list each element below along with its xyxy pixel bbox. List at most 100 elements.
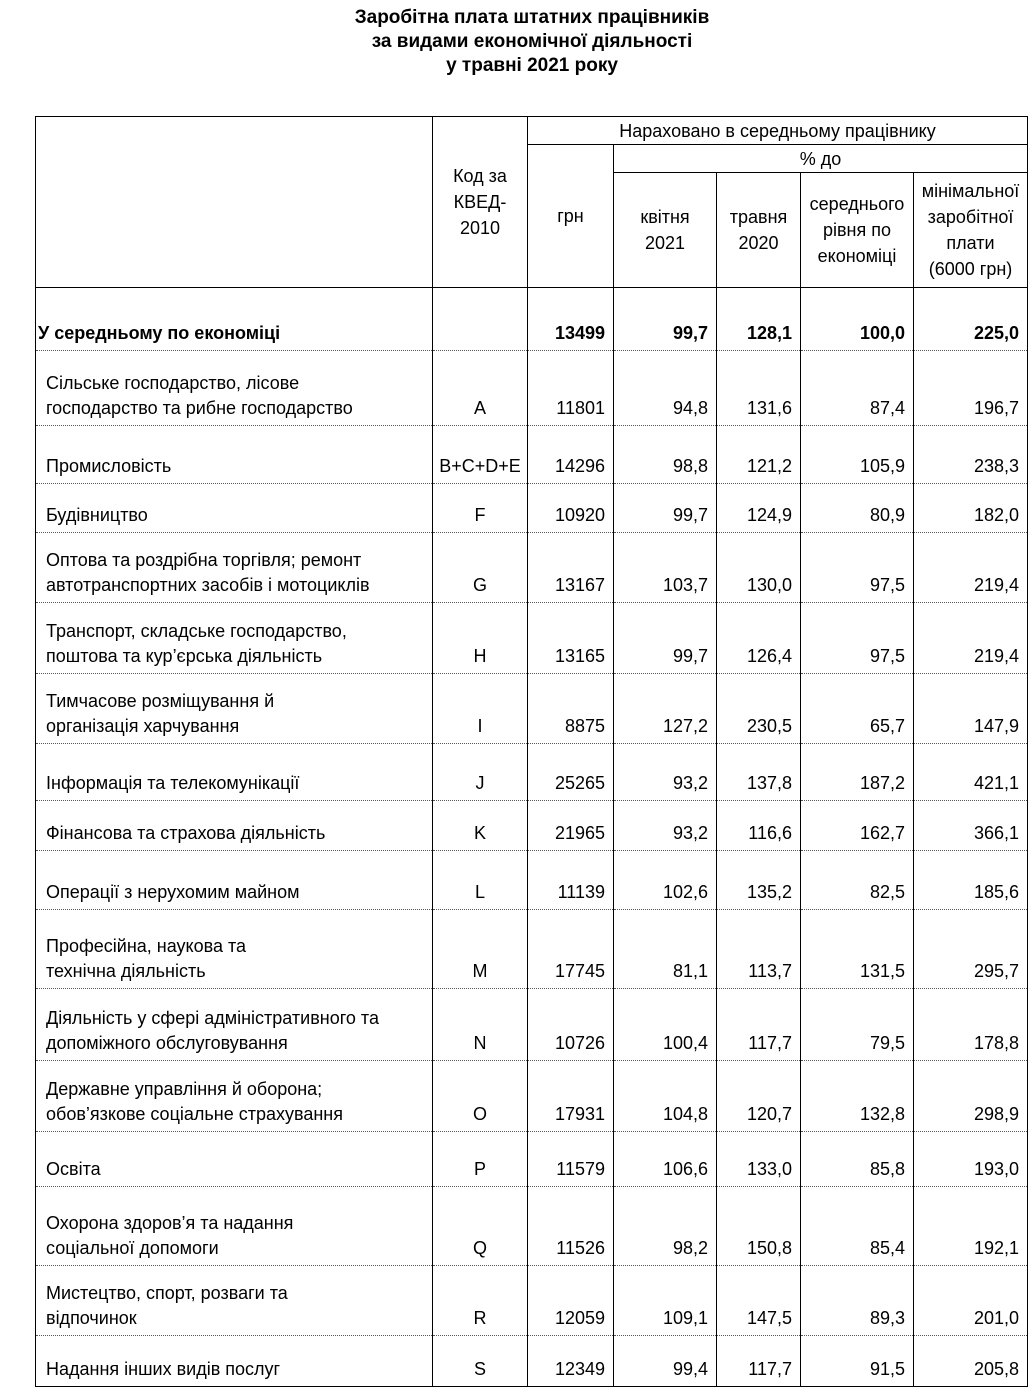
text-line: У середньому по економіці — [38, 323, 281, 343]
text-line: Код за — [453, 166, 507, 186]
value-cell: 109,1 — [613, 1265, 717, 1336]
header-column: квітня 2021 — [613, 172, 717, 288]
value-cell: 238,3 — [912, 425, 1029, 484]
text-line: травня — [729, 207, 788, 227]
value-cell: 421,1 — [912, 743, 1029, 801]
text-line: поштова та кур’єрська діяльність — [46, 646, 323, 666]
text-line: 2021 — [644, 233, 686, 253]
value-cell: 100,4 — [613, 988, 717, 1061]
value-cell: 99,7 — [613, 602, 717, 674]
value-cell: 14296 — [527, 425, 614, 484]
text-line: плати — [946, 233, 995, 253]
activity-name: Державне управління й оборона; обов’язков… — [35, 1060, 433, 1132]
code-cell: A — [432, 350, 528, 426]
activity-name: Надання інших видів послуг — [35, 1335, 433, 1387]
text-line: Державне управління й оборона; — [46, 1079, 323, 1099]
value-cell: 13167 — [527, 532, 614, 603]
code-cell: R — [432, 1265, 528, 1336]
value-cell: 17931 — [527, 1060, 614, 1132]
value-cell: 127,2 — [613, 673, 717, 744]
code-cell: H — [432, 602, 528, 674]
table-body: У середньому по економіці 13499 99,7 128,1 1… — [35, 287, 1029, 1387]
value-cell: 192,1 — [912, 1186, 1029, 1266]
value-cell: 85,4 — [800, 1186, 914, 1266]
table-row: Промисловість B+C+D+E 14296 98,8 121,2 105,9 2… — [35, 425, 1029, 484]
value-cell: 366,1 — [912, 800, 1029, 851]
activity-name: Сільське господарство, лісове господарств… — [35, 350, 433, 426]
value-cell: 205,8 — [912, 1335, 1029, 1387]
value-cell: 81,1 — [613, 909, 717, 989]
value-cell: 150,8 — [716, 1186, 801, 1266]
text-line: Сільське господарство, лісове — [46, 373, 300, 393]
table-row: Надання інших видів послуг S 12349 99,4 117,… — [35, 1335, 1029, 1387]
value-cell: 182,0 — [912, 483, 1029, 533]
header-column: середнього рівня по економіці — [800, 172, 914, 288]
value-cell: 131,6 — [716, 350, 801, 426]
value-cell: 97,5 — [800, 602, 914, 674]
table-row: Транспорт, складське господарство, поштов… — [35, 602, 1029, 674]
value-cell: 11139 — [527, 850, 614, 910]
value-cell: 130,0 — [716, 532, 801, 603]
value-cell: 124,9 — [716, 483, 801, 533]
text-line: заробітної — [927, 207, 1014, 227]
code-cell: O — [432, 1060, 528, 1132]
code-cell: L — [432, 850, 528, 910]
table-row: Тимчасове розміщування й організація харч… — [35, 673, 1029, 744]
code-cell: K — [432, 800, 528, 851]
table-row: Інформація та телекомунікації J 25265 93,2 1… — [35, 743, 1029, 801]
value-cell: 196,7 — [912, 350, 1029, 426]
value-cell: 102,6 — [613, 850, 717, 910]
value-cell: 225,0 — [912, 287, 1029, 351]
code-cell: N — [432, 988, 528, 1061]
value-cell: 10726 — [527, 988, 614, 1061]
value-cell: 12059 — [527, 1265, 614, 1336]
activity-name: Тимчасове розміщування й організація харч… — [35, 673, 433, 744]
table-row: Мистецтво, спорт, розваги та відпочинок R 1… — [35, 1265, 1029, 1336]
value-cell: 13499 — [527, 287, 614, 351]
value-cell: 91,5 — [800, 1335, 914, 1387]
activity-name: Промисловість — [35, 425, 433, 484]
text-line: рівня по — [822, 220, 892, 240]
table-row: Діяльність у сфері адміністративного та д… — [35, 988, 1029, 1061]
table-row: Будівництво F 10920 99,7 124,9 80,9 182,0 — [35, 483, 1029, 533]
value-cell: 89,3 — [800, 1265, 914, 1336]
table-row: У середньому по економіці 13499 99,7 128,1 1… — [35, 287, 1029, 351]
code-cell: P — [432, 1131, 528, 1187]
value-cell: 11526 — [527, 1186, 614, 1266]
activity-name: Операції з нерухомим майном — [35, 850, 433, 910]
text-line: 2010 — [459, 218, 501, 238]
title-line: за видами економічної діяльності — [371, 31, 693, 52]
table-row: Професійна, наукова та технічна діяльніст… — [35, 909, 1029, 989]
value-cell: 131,5 — [800, 909, 914, 989]
text-line: Мистецтво, спорт, розваги та — [46, 1283, 288, 1303]
code-cell: Q — [432, 1186, 528, 1266]
code-cell: M — [432, 909, 528, 989]
table-row: Державне управління й оборона; обов’язков… — [35, 1060, 1029, 1132]
activity-name: Фінансова та страхова діяльність — [35, 800, 433, 851]
activity-name: Охорона здоров’я та надання соціальної до… — [35, 1186, 433, 1266]
value-cell: 98,2 — [613, 1186, 717, 1266]
value-cell: 21965 — [527, 800, 614, 851]
value-cell: 193,0 — [912, 1131, 1029, 1187]
text-line: технічна діяльність — [46, 961, 206, 981]
code-cell — [432, 287, 528, 351]
table-row: Операції з нерухомим майном L 11139 102,6 13… — [35, 850, 1029, 910]
title-line: Заробітна плата штатних працівників — [354, 7, 710, 28]
activity-name: Будівництво — [35, 483, 433, 533]
value-cell: 103,7 — [613, 532, 717, 603]
value-cell: 106,6 — [613, 1131, 717, 1187]
value-cell: 25265 — [527, 743, 614, 801]
header-column: травня 2020 — [716, 172, 801, 288]
header-code: Код за КВЕД- 2010 — [432, 116, 528, 288]
value-cell: 187,2 — [800, 743, 914, 801]
value-cell: 17745 — [527, 909, 614, 989]
value-cell: 128,1 — [716, 287, 801, 351]
text-line: Охорона здоров’я та надання — [46, 1213, 294, 1233]
value-cell: 12349 — [527, 1335, 614, 1387]
header-percent: % до — [612, 144, 1029, 173]
text-line: Фінансова та страхова діяльність — [46, 823, 326, 843]
value-cell: 65,7 — [800, 673, 914, 744]
value-cell: 185,6 — [912, 850, 1029, 910]
value-cell: 105,9 — [800, 425, 914, 484]
